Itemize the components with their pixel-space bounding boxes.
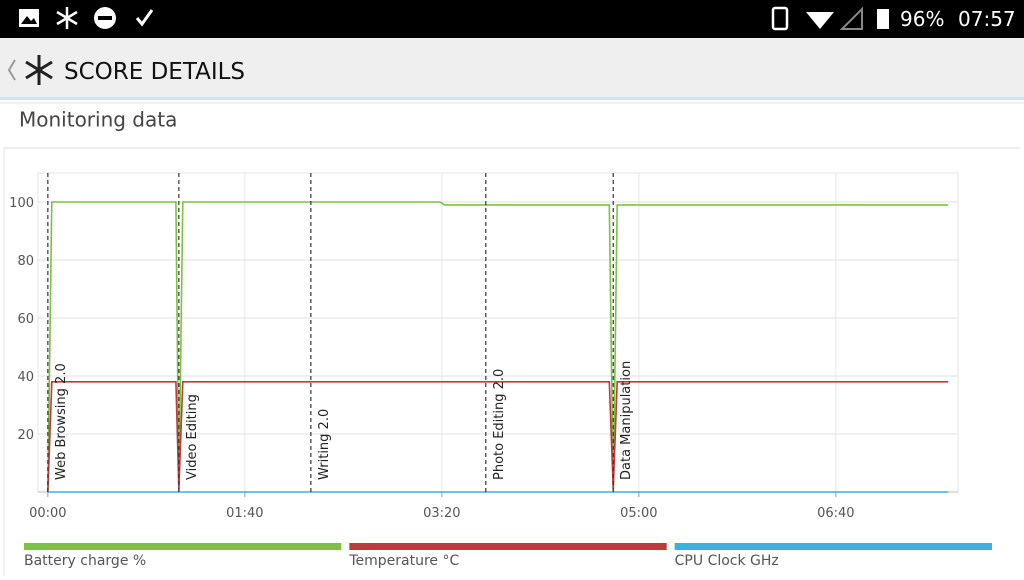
y-tick-label: 60 — [17, 312, 34, 327]
x-tick-label: 03:20 — [423, 506, 460, 521]
legend-swatch — [24, 543, 342, 550]
legend-label: CPU Clock GHz — [675, 553, 779, 569]
app-header: SCORE DETAILS — [0, 38, 1024, 100]
back-button[interactable] — [7, 59, 16, 81]
x-tick-label: 06:40 — [817, 506, 854, 521]
y-tick-label: 80 — [17, 254, 34, 269]
header-content: SCORE DETAILS — [7, 55, 245, 85]
gallery-icon — [19, 9, 39, 27]
snowflake-icon — [56, 7, 78, 29]
battery-icon — [877, 9, 889, 29]
check-icon — [135, 9, 154, 27]
legend-swatch — [349, 543, 667, 550]
status-bar: 96% 07:57 — [0, 0, 1024, 38]
battery-percent: 96% — [900, 7, 944, 31]
vibrate-icon — [771, 6, 789, 31]
annotation-label: Video Editing — [185, 394, 200, 480]
series-line — [47, 381, 949, 493]
wifi-icon — [806, 12, 834, 29]
section-title: Monitoring data — [19, 108, 177, 132]
annotation-label: Data Manipulation — [619, 361, 634, 480]
legend-label: Temperature °C — [348, 553, 459, 569]
legend-label: Battery charge % — [24, 553, 146, 569]
y-tick-label: 20 — [17, 428, 34, 443]
y-tick-label: 100 — [9, 196, 34, 211]
y-tick-label: 40 — [17, 370, 34, 385]
annotation-label: Web Browsing 2.0 — [54, 363, 69, 480]
monitoring-card: Monitoring data 20 40 60 80 100 00:00 01:40 03:… — [0, 100, 1024, 576]
dnd-icon-bar — [98, 16, 112, 20]
signal-icon — [839, 6, 863, 30]
clock: 07:57 — [958, 7, 1016, 31]
annotation-label: Writing 2.0 — [317, 409, 332, 480]
x-tick-label: 05:00 — [620, 506, 657, 521]
legend-swatch — [674, 543, 992, 550]
status-icons: 96% 07:57 — [19, 6, 1016, 31]
series-line — [47, 201, 949, 493]
header-title: SCORE DETAILS — [64, 59, 245, 85]
app-logo — [25, 55, 53, 85]
gallery-icon-detail — [21, 16, 37, 24]
x-tick-label: 00:00 — [29, 506, 66, 521]
annotation-label: Photo Editing 2.0 — [492, 369, 507, 480]
x-tick-label: 01:40 — [226, 506, 263, 521]
chart: Monitoring data 20 40 60 80 100 00:00 01:40 03:… — [0, 102, 1024, 576]
